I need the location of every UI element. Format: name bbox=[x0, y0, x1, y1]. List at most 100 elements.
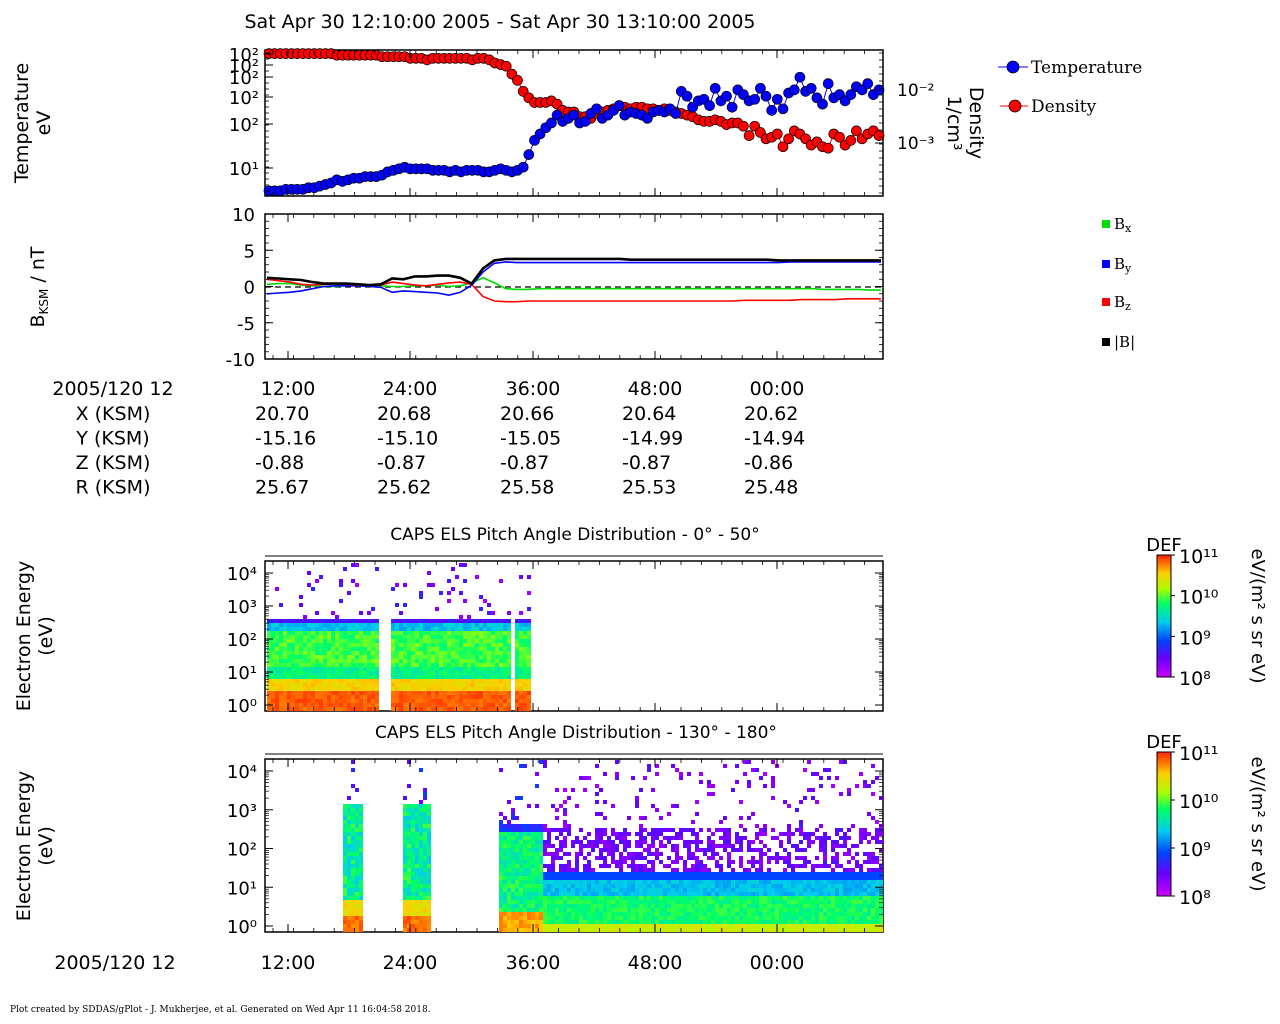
spectrogram-cell bbox=[403, 639, 407, 643]
spectrogram-cell bbox=[671, 836, 675, 840]
spectrogram-cell bbox=[311, 679, 315, 683]
els-130-180-colorbar-scale bbox=[1156, 751, 1172, 897]
spectrogram-cell bbox=[311, 631, 315, 635]
spectrogram-cell bbox=[571, 876, 575, 880]
spectrogram-cell bbox=[407, 804, 411, 808]
spectrogram-cell bbox=[587, 928, 591, 932]
spectrogram-cell bbox=[407, 683, 411, 687]
spectrogram-cell bbox=[583, 788, 587, 792]
spectrogram-cell bbox=[551, 892, 555, 896]
spectrogram-cell bbox=[495, 639, 499, 643]
spectrogram-cell bbox=[355, 619, 359, 623]
spectrogram-cell bbox=[283, 627, 287, 631]
spectrogram-cell bbox=[527, 671, 531, 675]
spectrogram-cell bbox=[795, 848, 799, 852]
spectrogram-cell bbox=[447, 675, 451, 679]
spectrogram-cell bbox=[583, 896, 587, 900]
spectrogram-cell bbox=[635, 928, 639, 932]
spectrogram-cell bbox=[539, 920, 543, 924]
spectrogram-cell bbox=[599, 880, 603, 884]
spectrogram-cell bbox=[555, 920, 559, 924]
spectrogram-cell bbox=[471, 671, 475, 675]
spectrogram-cell bbox=[347, 828, 351, 832]
spectrogram-cell bbox=[507, 675, 511, 679]
spectrogram-cell bbox=[503, 683, 507, 687]
spectrogram-cell bbox=[639, 864, 643, 868]
spectrogram-cell bbox=[695, 840, 699, 844]
spectrogram-cell bbox=[411, 643, 415, 647]
spectrogram-cell bbox=[787, 872, 791, 876]
spectrogram-cell bbox=[359, 804, 363, 808]
spectrogram-cell bbox=[355, 892, 359, 896]
spectrogram-cell bbox=[623, 872, 627, 876]
spectrogram-cell bbox=[555, 892, 559, 896]
spectrogram-cell bbox=[295, 663, 299, 667]
spectrogram-cell bbox=[535, 912, 539, 916]
spectrogram-cell bbox=[299, 635, 303, 639]
spectrogram-cell bbox=[563, 820, 567, 824]
spectrogram-cell bbox=[511, 832, 515, 836]
spectrogram-cell bbox=[635, 920, 639, 924]
spectrogram-cell bbox=[723, 880, 727, 884]
spectrogram-cell bbox=[535, 892, 539, 896]
spectrogram-cell bbox=[695, 812, 699, 816]
spectrogram-cell bbox=[611, 860, 615, 864]
spectrogram-cell bbox=[755, 920, 759, 924]
spectrogram-cell bbox=[355, 808, 359, 812]
els-0-50-colorbar-label: DEF bbox=[1146, 535, 1182, 556]
spectrogram-cell bbox=[547, 844, 551, 848]
spectrogram-cell bbox=[567, 900, 571, 904]
spectrogram-cell bbox=[743, 916, 747, 920]
spectrogram-cell bbox=[559, 928, 563, 932]
spectrogram-cell bbox=[627, 856, 631, 860]
spectrogram-cell bbox=[463, 687, 467, 691]
spectrogram-cell bbox=[271, 671, 275, 675]
spectrogram-cell bbox=[319, 703, 323, 707]
spectrogram-cell bbox=[611, 828, 615, 832]
spectrogram-cell bbox=[487, 655, 491, 659]
spectrogram-cell bbox=[355, 828, 359, 832]
spectrogram-cell bbox=[639, 836, 643, 840]
spectrogram-cell bbox=[463, 599, 467, 603]
spectrogram-cell bbox=[419, 856, 423, 860]
spectrogram-cell bbox=[791, 900, 795, 904]
spectrogram-cell bbox=[523, 844, 527, 848]
spectrogram-cell bbox=[315, 611, 319, 615]
spectrogram-cell bbox=[307, 675, 311, 679]
spectrogram-cell bbox=[431, 679, 435, 683]
spectrogram-cell bbox=[759, 848, 763, 852]
temperature-panel-frame bbox=[264, 49, 884, 197]
spectrogram-cell bbox=[667, 928, 671, 932]
spectrogram-cell bbox=[323, 623, 327, 627]
spectrogram-cell bbox=[375, 667, 379, 671]
spectrogram-cell bbox=[707, 916, 711, 920]
spectrogram-cell bbox=[839, 900, 843, 904]
spectrogram-cell bbox=[503, 928, 507, 932]
spectrogram-cell bbox=[783, 924, 787, 928]
spectrogram-cell bbox=[847, 928, 851, 932]
spectrogram-cell bbox=[835, 928, 839, 932]
spectrogram-cell bbox=[767, 924, 771, 928]
spectrogram-cell bbox=[659, 924, 663, 928]
spectrogram-cell bbox=[271, 627, 275, 631]
spectrogram-cell bbox=[411, 627, 415, 631]
spectrogram-cell bbox=[743, 868, 747, 872]
spectrogram-cell bbox=[399, 663, 403, 667]
spectrogram-cell bbox=[711, 840, 715, 844]
spectrogram-cell bbox=[431, 691, 435, 695]
spectrogram-cell bbox=[859, 908, 863, 912]
spectrogram-cell bbox=[475, 631, 479, 635]
spectrogram-cell bbox=[747, 888, 751, 892]
spectrogram-cell bbox=[271, 639, 275, 643]
spectrogram-cell bbox=[279, 627, 283, 631]
spectrogram-cell bbox=[863, 884, 867, 888]
spectrogram-cell bbox=[683, 884, 687, 888]
spectrogram-cell bbox=[367, 651, 371, 655]
density-legend-label: Density bbox=[1031, 97, 1097, 117]
spectrogram-cell bbox=[611, 852, 615, 856]
spectrogram-cell bbox=[863, 924, 867, 928]
spectrogram-cell bbox=[443, 635, 447, 639]
spectrogram-cell bbox=[675, 924, 679, 928]
spectrogram-cell bbox=[351, 651, 355, 655]
spectrogram-cell bbox=[827, 876, 831, 880]
